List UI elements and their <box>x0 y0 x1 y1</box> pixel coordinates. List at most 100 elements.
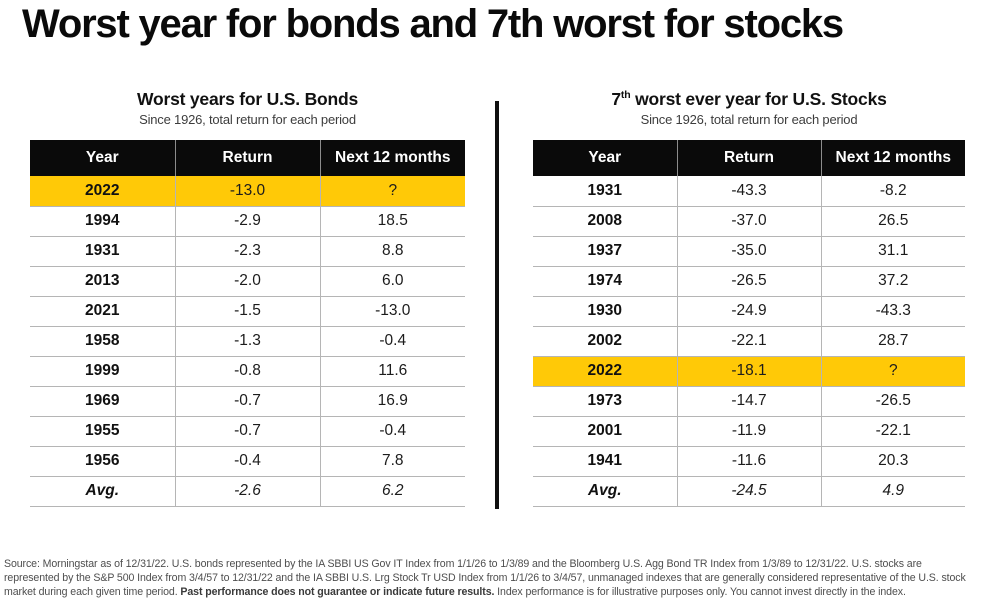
return-cell: -26.5 <box>676 266 821 297</box>
return-cell: -13.0 <box>174 176 320 207</box>
next12-cell: -0.4 <box>319 416 465 447</box>
next12-cell: 31.1 <box>820 236 965 267</box>
table-row: 1930 -24.9 -43.3 <box>533 296 965 327</box>
year-cell: 1974 <box>533 266 677 297</box>
year-cell: Avg. <box>533 476 677 507</box>
return-cell: -11.6 <box>676 446 821 477</box>
footnote-text-end: Index performance is for illustrative pu… <box>494 585 906 598</box>
next12-cell: ? <box>319 176 465 207</box>
year-cell: 1931 <box>30 236 175 267</box>
year-cell: 1930 <box>533 296 677 327</box>
table-row: 2022 -13.0? <box>30 176 465 207</box>
next12-cell: 26.5 <box>820 206 965 237</box>
stocks-header-row: Year Return Next 12 months <box>533 140 965 176</box>
table-row: 1955 -0.7 -0.4 <box>30 416 465 447</box>
table-row: 1999 -0.8 11.6 <box>30 356 465 387</box>
table-row: 1956 -0.4 7.8 <box>30 446 465 477</box>
table-row: 1994 -2.9 18.5 <box>30 206 465 237</box>
stocks-title-text: 7 <box>611 89 621 109</box>
return-cell: -14.7 <box>676 386 821 417</box>
stocks-title-superscript: th <box>620 89 631 102</box>
return-cell: -11.9 <box>676 416 821 447</box>
year-cell: Avg. <box>30 476 175 507</box>
stocks-table-title: 7th worst ever year for U.S. Stocks <box>533 89 965 110</box>
bonds-title-text: Worst years for U.S. Bonds <box>136 89 359 109</box>
return-cell: -0.7 <box>174 416 320 447</box>
source-footnote: Source: Morningstar as of 12/31/22. U.S.… <box>4 558 978 600</box>
table-row: 1937 -35.0 31.1 <box>533 236 965 267</box>
year-cell: 2002 <box>533 326 677 357</box>
table-row: 2013 -2.0 6.0 <box>30 266 465 297</box>
return-cell: -0.4 <box>174 446 320 477</box>
table-row: 1931 -2.3 8.8 <box>30 236 465 267</box>
footnote-text: Source: Morningstar as of 12/31/22. U.S.… <box>4 558 966 598</box>
year-cell: 2008 <box>533 206 677 237</box>
avg-row: Avg. -24.5 4.9 <box>533 476 965 507</box>
return-cell: -2.6 <box>174 476 320 507</box>
next12-cell: 11.6 <box>319 356 465 387</box>
avg-row: Avg. -2.6 6.2 <box>30 476 465 507</box>
return-cell: -24.9 <box>676 296 821 327</box>
bonds-table-section: Worst years for U.S. Bonds Since 1926, t… <box>30 89 465 507</box>
year-column-header: Year <box>533 140 677 176</box>
return-cell: -1.3 <box>174 326 320 357</box>
next12-cell: 37.2 <box>820 266 965 297</box>
bonds-table-subtitle: Since 1926, total return for each period <box>139 112 356 127</box>
next12-cell: 16.9 <box>319 386 465 417</box>
next12-cell: 7.8 <box>319 446 465 477</box>
year-cell: 2022 <box>533 356 677 387</box>
page-title: Worst year for bonds and 7th worst for s… <box>22 2 844 46</box>
next12-cell: 6.0 <box>319 266 465 297</box>
return-cell: -22.1 <box>676 326 821 357</box>
year-cell: 1941 <box>533 446 677 477</box>
next12-cell: 6.2 <box>319 476 465 507</box>
vertical-divider <box>495 101 499 509</box>
table-row: 1969 -0.7 16.9 <box>30 386 465 417</box>
year-cell: 1955 <box>30 416 175 447</box>
year-cell: 1937 <box>533 236 677 267</box>
year-cell: 2022 <box>30 176 175 207</box>
year-cell: 2013 <box>30 266 175 297</box>
next12-cell: 28.7 <box>820 326 965 357</box>
next12-cell: 20.3 <box>820 446 965 477</box>
table-row: 2008 -37.0 26.5 <box>533 206 965 237</box>
year-cell: 2001 <box>533 416 677 447</box>
return-cell: -37.0 <box>676 206 821 237</box>
tables-container: Worst years for U.S. Bonds Since 1926, t… <box>0 89 982 509</box>
year-cell: 1931 <box>533 176 677 207</box>
year-cell: 1958 <box>30 326 175 357</box>
return-cell: -24.5 <box>676 476 821 507</box>
stocks-table-subtitle: Since 1926, total return for each period <box>640 112 858 127</box>
next12-cell: -22.1 <box>820 416 965 447</box>
table-row: 1941 -11.6 20.3 <box>533 446 965 477</box>
return-column-header: Return <box>174 140 320 176</box>
year-cell: 1969 <box>30 386 175 417</box>
footnote-disclaimer-bold: Past performance does not guarantee or i… <box>180 585 495 598</box>
table-row: 1931 -43.3 -8.2 <box>533 176 965 207</box>
table-row: 1958 -1.3 -0.4 <box>30 326 465 357</box>
return-column-header: Return <box>676 140 821 176</box>
year-column-header: Year <box>30 140 175 176</box>
year-cell: 1973 <box>533 386 677 417</box>
bonds-table-title: Worst years for U.S. Bonds <box>30 89 465 110</box>
bonds-table: Year Return Next 12 months 2022 -13.0? 199… <box>30 140 465 507</box>
return-cell: -0.8 <box>174 356 320 387</box>
return-cell: -18.1 <box>676 356 821 387</box>
return-cell: -1.5 <box>174 296 320 327</box>
return-cell: -43.3 <box>676 176 821 207</box>
return-cell: -0.7 <box>174 386 320 417</box>
table-row: 2021 -1.5 -13.0 <box>30 296 465 327</box>
next12-cell: 4.9 <box>820 476 965 507</box>
next12-cell: -26.5 <box>820 386 965 417</box>
return-cell: -2.9 <box>174 206 320 237</box>
return-cell: -35.0 <box>676 236 821 267</box>
next12-cell: 18.5 <box>319 206 465 237</box>
next12-cell: -43.3 <box>820 296 965 327</box>
table-row: 2022 -18.1? <box>533 356 965 387</box>
year-cell: 1956 <box>30 446 175 477</box>
return-cell: -2.3 <box>174 236 320 267</box>
stocks-table: Year Return Next 12 months 1931 -43.3 -8.2… <box>533 140 965 507</box>
return-cell: -2.0 <box>174 266 320 297</box>
next12-cell: 8.8 <box>319 236 465 267</box>
next12-cell: -0.4 <box>319 326 465 357</box>
